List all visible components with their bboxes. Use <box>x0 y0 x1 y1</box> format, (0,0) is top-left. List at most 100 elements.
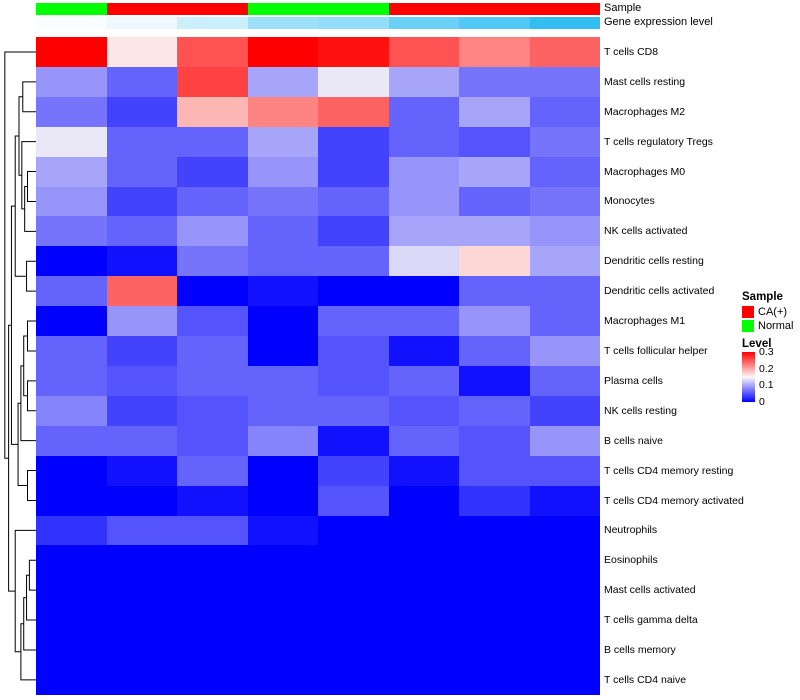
heatmap-cell <box>177 485 248 516</box>
heatmap-cell <box>459 455 530 486</box>
heatmap-cell <box>177 306 248 337</box>
heatmap-cell <box>459 395 530 426</box>
heatmap-cell <box>247 515 318 546</box>
heatmap-cell <box>177 66 248 97</box>
heatmap-cell <box>177 216 248 247</box>
heatmap-cell <box>106 96 177 127</box>
heatmap-cell <box>529 395 600 426</box>
legend-level-ticks: 0.3 0.2 0.1 0 <box>759 347 774 407</box>
heatmap-cell <box>529 306 600 337</box>
heatmap-cell <box>318 96 389 127</box>
heatmap-cell <box>177 37 248 67</box>
heatmap-cell <box>247 425 318 456</box>
sample-annotation-cell <box>106 3 177 15</box>
gene-annotation-cell <box>36 17 107 29</box>
heatmap-cell <box>318 216 389 247</box>
row-label: Mast cells activated <box>604 584 696 597</box>
heatmap-cell <box>247 156 318 187</box>
heatmap-cell <box>177 156 248 187</box>
heatmap-cell <box>388 216 459 247</box>
heatmap-cell <box>36 575 107 606</box>
heatmap-cell <box>36 276 107 307</box>
heatmap-cell <box>36 96 107 127</box>
heatmap-cell <box>459 545 530 576</box>
heatmap-cell <box>247 126 318 157</box>
legend-level-tick: 0 <box>759 395 765 408</box>
heatmap-cell <box>529 216 600 247</box>
heatmap-cell <box>106 425 177 456</box>
legend-sample-items: CA(+) Normal <box>742 305 793 333</box>
heatmap-cell <box>106 37 177 67</box>
heatmap-cell <box>247 605 318 636</box>
heatmap-cell <box>177 575 248 606</box>
heatmap-cell <box>388 575 459 606</box>
heatmap-cell <box>247 575 318 606</box>
heatmap-cell <box>247 336 318 366</box>
heatmap-cell <box>36 395 107 426</box>
heatmap-cell <box>318 515 389 546</box>
heatmap-cell <box>247 395 318 426</box>
row-label: Plasma cells <box>604 374 663 387</box>
heatmap-cell <box>318 485 389 516</box>
row-label: Dendritic cells activated <box>604 285 715 298</box>
heatmap-cell <box>459 276 530 307</box>
heatmap-cell <box>529 37 600 67</box>
row-label: T cells CD4 memory activated <box>604 494 744 507</box>
heatmap-cell <box>36 186 107 217</box>
heatmap-cell <box>459 156 530 187</box>
heatmap-cell <box>177 365 248 396</box>
heatmap-cell <box>459 37 530 67</box>
heatmap-cell <box>388 336 459 366</box>
legend-level-gradient <box>742 352 755 402</box>
heatmap-cell <box>529 186 600 217</box>
gene-annotation-bar <box>36 17 600 29</box>
row-dendrogram <box>2 37 36 695</box>
heatmap-cell <box>177 246 248 277</box>
heatmap-cell <box>177 515 248 546</box>
heatmap-cell <box>106 246 177 277</box>
heatmap-cell <box>459 635 530 666</box>
heatmap-cell <box>388 635 459 666</box>
heatmap-cell <box>388 66 459 97</box>
sample-annotation-cell <box>459 3 530 15</box>
heatmap-cell <box>177 425 248 456</box>
heatmap-cell <box>106 575 177 606</box>
heatmap-cell <box>318 37 389 67</box>
heatmap-cell <box>177 186 248 217</box>
sample-annotation-cell <box>529 3 600 15</box>
row-label: B cells naive <box>604 434 663 447</box>
row-label: Macrophages M1 <box>604 315 686 328</box>
gene-annotation-cell <box>106 17 177 29</box>
heatmap-cell <box>388 365 459 396</box>
row-label: Eosinophils <box>604 554 658 567</box>
gene-annotation-label: Gene expression level <box>604 16 713 28</box>
heatmap-cell <box>106 216 177 247</box>
heatmap-cell <box>177 635 248 666</box>
heatmap-cell <box>36 126 107 157</box>
heatmap-cell <box>529 665 600 695</box>
heatmap-cell <box>388 605 459 636</box>
row-label: T cells follicular helper <box>604 345 708 358</box>
legend-swatch <box>742 320 754 332</box>
legend-item: CA(+) <box>742 305 793 319</box>
heatmap-cell <box>36 246 107 277</box>
heatmap-cell <box>247 246 318 277</box>
heatmap-cell <box>388 37 459 67</box>
heatmap-cell <box>106 665 177 695</box>
row-label: NK cells resting <box>604 404 677 417</box>
gene-annotation-cell <box>388 17 459 29</box>
sample-annotation-cell <box>318 3 389 15</box>
row-label: B cells memory <box>604 644 676 657</box>
heatmap-cell <box>388 156 459 187</box>
heatmap-cell <box>459 336 530 366</box>
heatmap-cell <box>177 665 248 695</box>
heatmap-cell <box>318 365 389 396</box>
heatmap-cell <box>36 485 107 516</box>
legend: Sample CA(+) Normal Level 0.3 0.2 0.1 0 <box>742 291 793 407</box>
heatmap-cell <box>318 126 389 157</box>
heatmap-cell <box>106 336 177 366</box>
gene-annotation-cell <box>247 17 318 29</box>
heatmap-cell <box>459 605 530 636</box>
heatmap-cell <box>177 126 248 157</box>
